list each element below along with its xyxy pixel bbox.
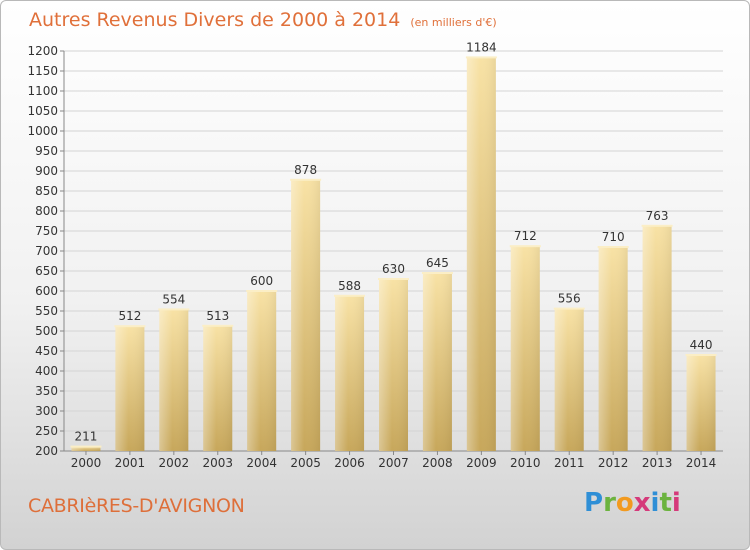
data-label: 211 xyxy=(75,430,98,444)
y-tick-label: 1150 xyxy=(27,64,58,78)
x-tick-label: 2005 xyxy=(290,456,321,470)
y-tick-labels: 200 250 300 350 400 450 500 550 600 650 700 750 800 8… xyxy=(27,44,58,458)
y-tick-label: 300 xyxy=(35,404,58,418)
data-label: 1184 xyxy=(466,40,497,54)
y-tick-label: 1100 xyxy=(27,84,58,98)
data-label: 513 xyxy=(206,309,229,323)
bar-top-edge xyxy=(509,245,541,248)
bar-top-edge xyxy=(465,56,497,59)
x-tick-label: 2004 xyxy=(246,456,277,470)
bar-top-edge xyxy=(158,308,190,311)
bars xyxy=(70,56,717,452)
x-tick-label: 2003 xyxy=(202,456,233,470)
y-tick-label: 750 xyxy=(35,224,58,238)
x-tick-label: 2000 xyxy=(71,456,102,470)
y-tick-label: 900 xyxy=(35,164,58,178)
bar-highlight xyxy=(466,57,496,452)
bar-highlight xyxy=(203,325,233,451)
chart-title-main: Autres Revenus Divers de 2000 à 2014 xyxy=(29,9,401,31)
data-label: 763 xyxy=(646,209,669,223)
data-label: 554 xyxy=(162,292,185,306)
chart-title: Autres Revenus Divers de 2000 à 2014 (en… xyxy=(29,9,497,31)
bar-highlight xyxy=(379,279,408,451)
bar-highlight xyxy=(335,295,365,451)
bar-highlight xyxy=(686,355,716,451)
x-tick-label: 2014 xyxy=(686,456,717,470)
data-label: 645 xyxy=(426,256,449,270)
data-label: 556 xyxy=(558,292,581,306)
y-tick-label: 1200 xyxy=(27,44,58,58)
y-tick-label: 700 xyxy=(35,244,58,258)
x-tick-label: 2007 xyxy=(378,456,409,470)
y-tick-label: 800 xyxy=(35,204,58,218)
bar-highlight xyxy=(291,179,321,452)
x-tick-label: 2002 xyxy=(159,456,190,470)
bar-top-edge xyxy=(641,224,673,227)
bar-top-edge xyxy=(421,272,453,274)
bar-top-edge xyxy=(334,294,366,297)
x-tick-label: 2010 xyxy=(510,456,541,470)
bar-top-edge xyxy=(378,278,409,280)
data-label: 440 xyxy=(690,338,713,352)
y-tick-label: 650 xyxy=(35,264,58,278)
bar-top-edge xyxy=(685,354,717,356)
bar-highlight xyxy=(422,273,452,451)
bar-highlight xyxy=(159,309,189,451)
x-tick-labels: 2000 2001 2002 2003 2004 2005 2006 2007 2008 2009… xyxy=(71,456,717,470)
x-tick-label: 2009 xyxy=(466,456,497,470)
y-tick-label: 1000 xyxy=(27,124,58,138)
bar-highlight xyxy=(510,246,540,451)
bar-highlight xyxy=(598,247,628,451)
y-tick-label: 500 xyxy=(35,324,58,338)
bar-top-edge xyxy=(246,290,278,292)
y-tick-label: 1050 xyxy=(27,104,58,118)
bar-top-edge xyxy=(70,445,102,448)
y-tick-label: 600 xyxy=(35,284,58,298)
data-label: 878 xyxy=(294,163,317,177)
y-tick-label: 450 xyxy=(35,344,58,358)
x-tick-label: 2011 xyxy=(554,456,585,470)
y-tick-label: 550 xyxy=(35,304,58,318)
bar-highlight xyxy=(247,291,277,451)
x-tick-label: 2006 xyxy=(334,456,365,470)
y-tick-label: 850 xyxy=(35,184,58,198)
x-tick-label: 2012 xyxy=(598,456,629,470)
y-tick-label: 950 xyxy=(35,144,58,158)
bar-highlight xyxy=(115,326,145,451)
commune-name: CABRIèRES-D'AVIGNON xyxy=(28,495,245,517)
data-labels: 211 512 554 513 600 878 588 630 645 1184 712 556 710… xyxy=(75,40,713,443)
data-label: 600 xyxy=(250,274,273,288)
data-label: 710 xyxy=(602,230,625,244)
y-tick-label: 200 xyxy=(35,444,58,458)
chart-title-unit: (en milliers d'€) xyxy=(410,16,497,29)
data-label: 712 xyxy=(514,229,537,243)
x-tick-label: 2013 xyxy=(642,456,673,470)
y-tick-label: 350 xyxy=(35,384,58,398)
data-label: 512 xyxy=(118,309,141,323)
y-tick-label: 250 xyxy=(35,424,58,438)
bar-top-edge xyxy=(553,307,585,310)
data-label: 588 xyxy=(338,279,361,293)
bar-highlight xyxy=(642,225,672,451)
bar-top-edge xyxy=(597,246,629,248)
bar-highlight xyxy=(554,308,584,451)
bar-top-edge xyxy=(114,325,146,328)
bar-highlight xyxy=(71,446,101,451)
bar-top-edge xyxy=(290,178,322,181)
y-tick-label: 400 xyxy=(35,364,58,378)
data-label: 630 xyxy=(382,262,405,276)
proxiti-logo: Proxiti xyxy=(584,488,681,518)
x-tick-label: 2008 xyxy=(422,456,453,470)
x-tick-label: 2001 xyxy=(115,456,146,470)
bar-top-edge xyxy=(202,324,234,327)
